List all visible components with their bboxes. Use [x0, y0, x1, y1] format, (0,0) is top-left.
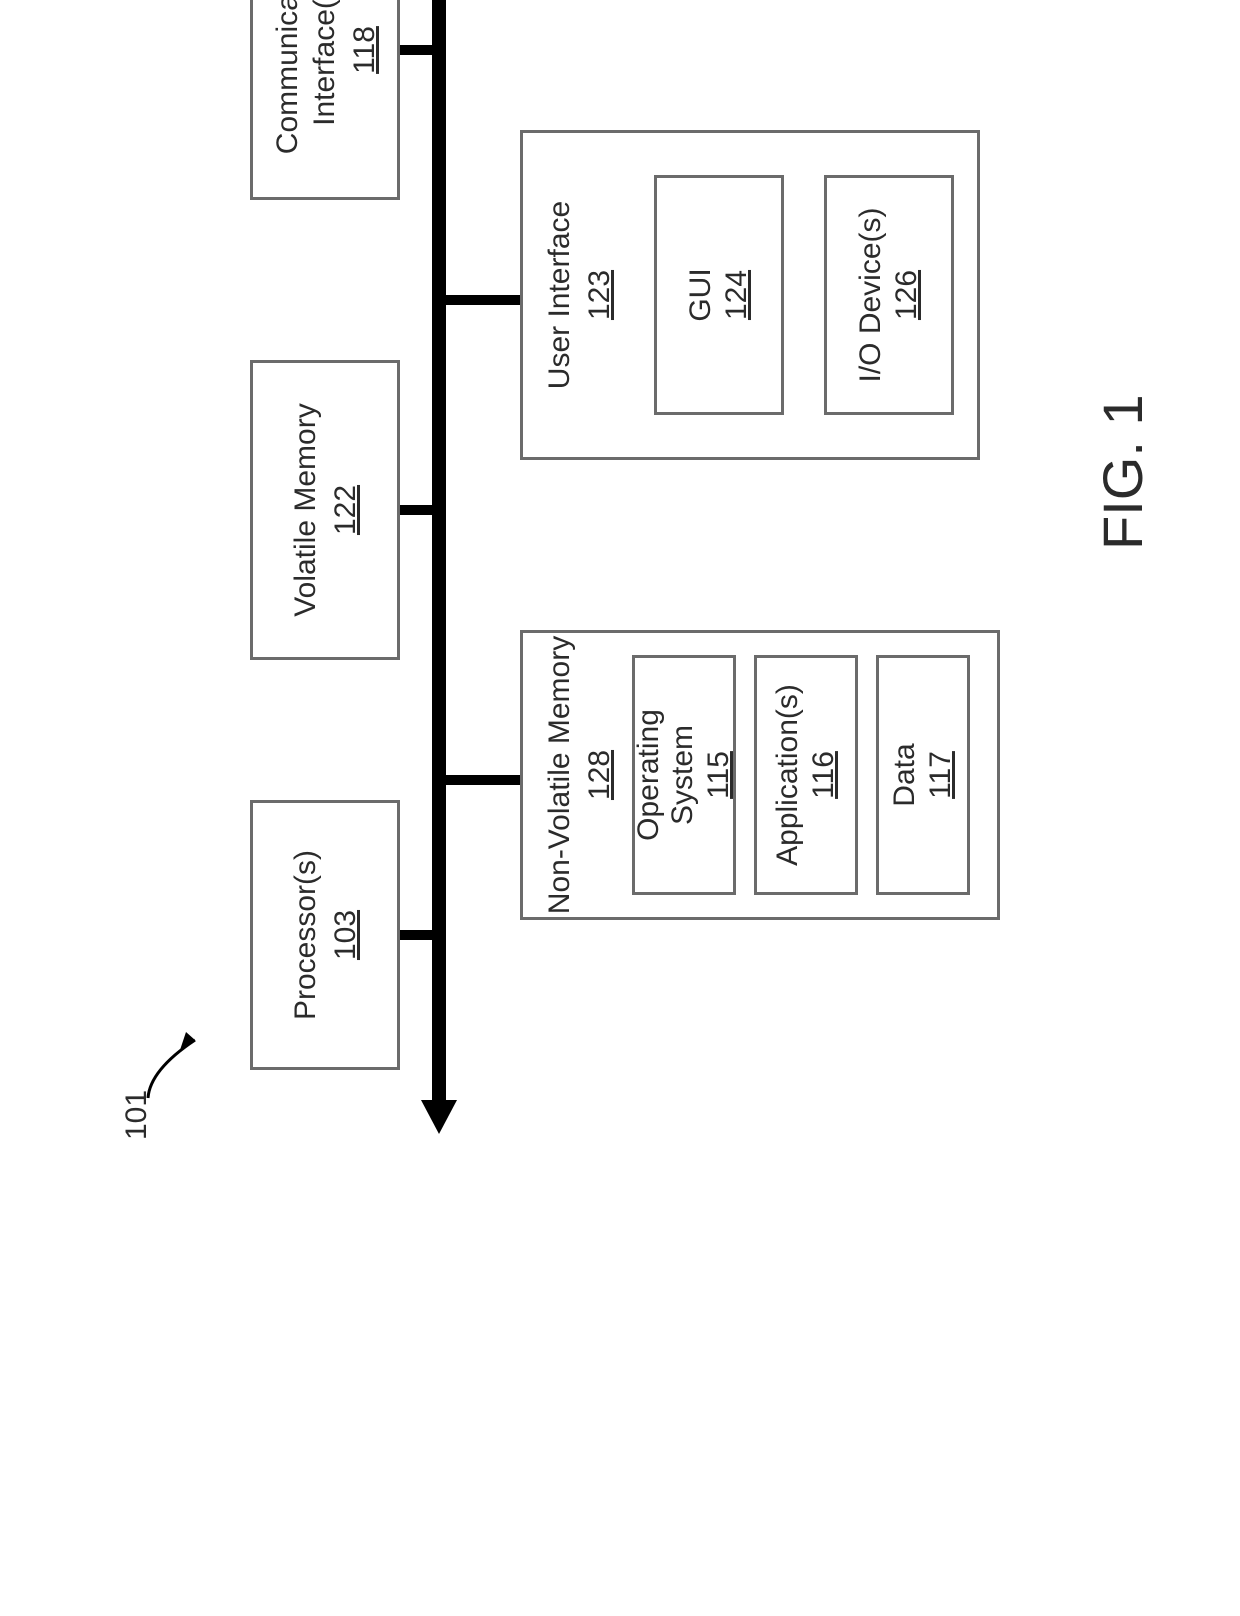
volatile-memory-box: Volatile Memory 122	[250, 360, 400, 660]
nvm-connector	[446, 775, 520, 785]
nvm-child-os: Operating System 115	[632, 655, 736, 895]
volatile-connector	[400, 505, 436, 515]
ui-box: User Interface 123 GUI 124 I/O Device(s)…	[520, 130, 980, 460]
diagram-inner: 101 Processor(s) 103 Volatile Memory 122…	[0, 0, 1240, 1240]
processor-ref: 103	[329, 910, 363, 960]
nvm-label: Non-Volatile Memory	[543, 636, 576, 914]
ui-child-io-label: I/O Device(s)	[854, 207, 888, 382]
bus-arrow-left-icon	[421, 1100, 457, 1134]
processor-label: Processor(s)	[287, 850, 325, 1020]
nvm-title: Non-Volatile Memory 128	[541, 633, 618, 917]
diagram-canvas: 101 Processor(s) 103 Volatile Memory 122…	[0, 0, 1240, 1240]
nvm-box: Non-Volatile Memory 128 Operating System…	[520, 630, 1000, 920]
processor-box: Processor(s) 103	[250, 800, 400, 1070]
nvm-ref: 128	[581, 633, 619, 917]
figure-caption: FIG. 1	[1090, 394, 1155, 550]
comm-interface-label: Communication Interface(s)	[269, 0, 344, 180]
nvm-child-apps-ref: 116	[807, 751, 841, 799]
system-ref-leader	[140, 1020, 220, 1110]
comm-interface-ref: 118	[348, 26, 382, 74]
volatile-memory-ref: 122	[329, 485, 363, 535]
ui-ref: 123	[581, 133, 619, 457]
ui-label: User Interface	[543, 201, 576, 389]
nvm-child-apps: Application(s) 116	[754, 655, 858, 895]
ui-child-gui: GUI 124	[654, 175, 784, 415]
comm-connector	[400, 45, 436, 55]
nvm-child-os-ref: 115	[702, 751, 736, 799]
comm-interface-box: Communication Interface(s) 118	[250, 0, 400, 200]
nvm-child-data: Data 117	[876, 655, 970, 895]
ui-title: User Interface 123	[541, 133, 618, 457]
system-bus	[432, 0, 446, 1100]
ui-child-io: I/O Device(s) 126	[824, 175, 954, 415]
nvm-child-data-ref: 117	[924, 751, 958, 799]
volatile-memory-label: Volatile Memory	[287, 403, 325, 616]
ui-child-gui-ref: 124	[720, 270, 754, 320]
ui-connector	[446, 295, 520, 305]
nvm-child-os-label: Operating System	[632, 658, 700, 892]
nvm-child-apps-label: Application(s)	[771, 684, 805, 866]
ui-child-gui-label: GUI	[684, 268, 718, 321]
nvm-child-data-label: Data	[888, 743, 922, 806]
processor-connector	[400, 930, 436, 940]
ui-child-io-ref: 126	[890, 270, 924, 320]
